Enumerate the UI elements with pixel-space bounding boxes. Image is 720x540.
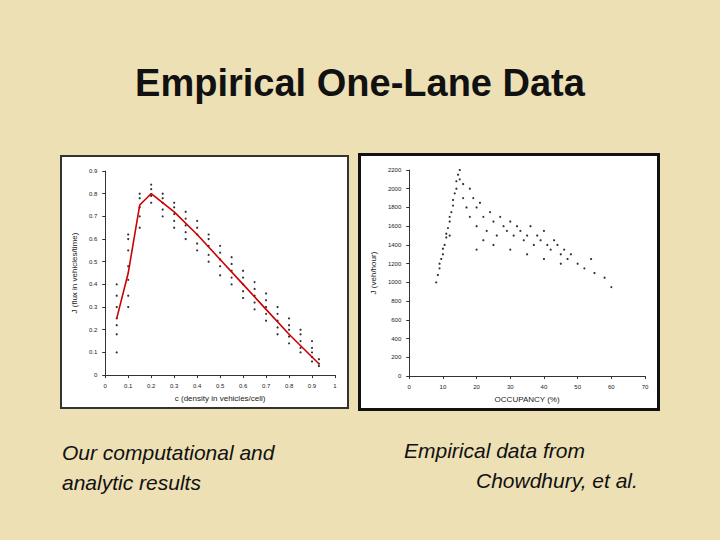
svg-text:0.1: 0.1 <box>89 349 98 355</box>
svg-text:40: 40 <box>541 384 548 390</box>
svg-text:0.5: 0.5 <box>216 383 225 389</box>
svg-text:0.3: 0.3 <box>170 383 179 389</box>
html-text:Empirical One-Lane Data: Empirical One-Lane Data <box>135 62 585 104</box>
svg-text:1400: 1400 <box>388 242 402 248</box>
svg-text:70: 70 <box>642 384 649 390</box>
svg-text:0.2: 0.2 <box>147 383 156 389</box>
svg-text:J (veh/hour): J (veh/hour) <box>369 251 378 294</box>
svg-text:1600: 1600 <box>388 223 402 229</box>
svg-text:0.9: 0.9 <box>308 383 317 389</box>
svg-text:800: 800 <box>391 298 402 304</box>
svg-text:0.8: 0.8 <box>89 191 98 197</box>
svg-text:50: 50 <box>574 384 581 390</box>
svg-text:600: 600 <box>391 317 402 323</box>
svg-text:0.2: 0.2 <box>89 327 98 333</box>
svg-text:60: 60 <box>608 384 615 390</box>
html-text:Empirical data from: Empirical data from <box>404 439 585 462</box>
svg-text:1000: 1000 <box>388 279 402 285</box>
svg-text:0: 0 <box>94 372 98 378</box>
svg-text:c (density in vehicles/cell): c (density in vehicles/cell) <box>175 394 266 403</box>
svg-text:0.4: 0.4 <box>193 383 202 389</box>
svg-text:0.6: 0.6 <box>89 236 98 242</box>
svg-text:20: 20 <box>473 384 480 390</box>
svg-text:0.9: 0.9 <box>89 168 98 174</box>
svg-text:400: 400 <box>391 336 402 342</box>
svg-text:0.7: 0.7 <box>89 213 98 219</box>
svg-text:J (flux in vehicles/time): J (flux in vehicles/time) <box>70 232 79 313</box>
svg-text:0.7: 0.7 <box>262 383 271 389</box>
svg-text:0.8: 0.8 <box>285 383 294 389</box>
svg-text:1: 1 <box>333 383 337 389</box>
svg-text:0.5: 0.5 <box>89 259 98 265</box>
svg-text:1200: 1200 <box>388 261 402 267</box>
svg-text:2000: 2000 <box>388 186 402 192</box>
html-text:Chowdhury, et al.: Chowdhury, et al. <box>476 469 638 492</box>
svg-text:OCCUPANCY (%): OCCUPANCY (%) <box>495 395 560 404</box>
svg-text:0.3: 0.3 <box>89 304 98 310</box>
svg-text:0.6: 0.6 <box>239 383 248 389</box>
svg-text:0: 0 <box>104 383 108 389</box>
svg-text:0.1: 0.1 <box>124 383 133 389</box>
svg-text:1800: 1800 <box>388 204 402 210</box>
svg-text:0.4: 0.4 <box>89 281 98 287</box>
html-text:Our computational and analytic: Our computational and analytic results <box>62 441 275 494</box>
svg-text:0: 0 <box>408 384 412 390</box>
svg-text:30: 30 <box>507 384 514 390</box>
svg-text:2200: 2200 <box>388 167 402 173</box>
svg-text:0: 0 <box>398 373 402 379</box>
svg-text:200: 200 <box>391 354 402 360</box>
svg-text:10: 10 <box>440 384 447 390</box>
